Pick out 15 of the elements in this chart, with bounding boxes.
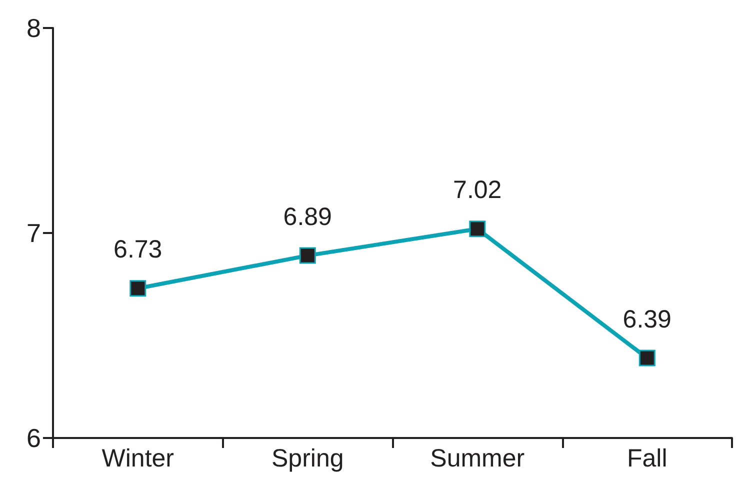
point (299, 247, 316, 264)
data-label: 6.73 (114, 236, 162, 264)
x-tick-label: Spring (271, 444, 344, 472)
data-label: 7.02 (453, 176, 502, 204)
data-label: 6.89 (283, 202, 332, 231)
x-tick-label: Fall (626, 444, 668, 472)
x-tick-label: Winter (102, 444, 174, 472)
point (130, 280, 146, 297)
x-tick-label: Summer (430, 444, 525, 472)
point (638, 350, 656, 366)
y-tick-label: 6 (26, 423, 41, 453)
y-tick-label: 8 (26, 13, 41, 43)
data-label: 6.39 (622, 305, 672, 334)
y-tick-label: 7 (26, 218, 41, 248)
point (469, 220, 486, 238)
